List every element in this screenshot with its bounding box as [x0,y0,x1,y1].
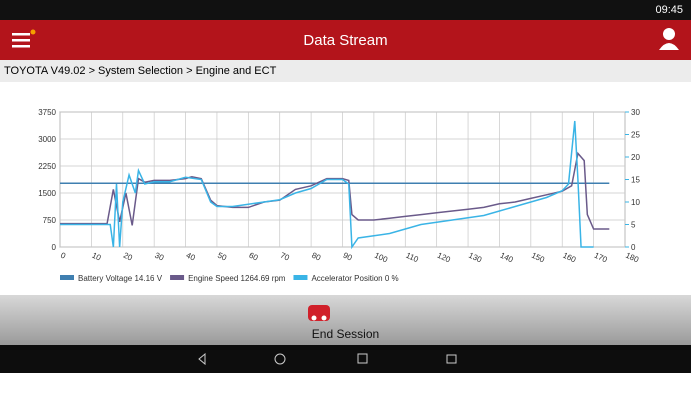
end-session-button[interactable]: End Session [0,327,691,341]
y2-tick-label: 25 [631,131,640,140]
x-tick-label: 130 [467,251,483,265]
x-tick-label: 80 [310,251,322,263]
x-tick-label: 30 [153,251,165,263]
x-tick-label: 140 [499,251,515,265]
x-tick-label: 170 [593,251,609,265]
end-session-icon[interactable] [305,301,335,325]
legend-label: Engine Speed 1264.69 rpm [188,274,286,283]
screen: 09:45 Data Stream TOYOTA V49.02 > System… [0,0,691,400]
legend-label: Accelerator Position 0 % [311,274,398,283]
x-tick-label: 10 [91,251,103,263]
y-tick-label: 3750 [38,108,56,117]
bottom-bar: End Session [0,295,691,345]
x-tick-label: 120 [436,251,452,265]
x-tick-label: 60 [247,251,259,263]
legend-swatch [293,275,307,280]
nav-icons [0,345,691,373]
y2-tick-label: 20 [631,153,640,162]
back-button[interactable] [199,354,205,364]
legend-label: Battery Voltage 14.16 V [78,274,163,283]
y-tick-label: 2250 [38,162,56,171]
x-tick-label: 160 [561,251,577,265]
x-tick-label: 100 [373,251,389,265]
x-tick-label: 40 [185,251,197,263]
y2-tick-label: 0 [631,243,636,252]
x-tick-label: 110 [404,251,420,265]
legend-swatch [60,275,74,280]
y-tick-label: 1500 [38,189,56,198]
x-tick-label: 20 [122,251,134,263]
recents-button[interactable] [358,354,367,363]
screenshot-button[interactable] [447,355,456,363]
y2-tick-label: 30 [631,108,640,117]
legend-swatch [170,275,184,280]
y-tick-label: 0 [52,243,57,252]
app-bar: Data Stream [0,20,691,60]
home-button[interactable] [275,354,285,364]
x-tick-label: 0 [59,251,67,261]
x-tick-label: 90 [342,251,354,263]
x-tick-label: 50 [216,251,228,263]
x-tick-label: 70 [279,251,291,263]
clock: 09:45 [655,4,683,16]
x-tick-label: 150 [530,251,546,265]
user-button[interactable] [657,26,681,50]
nav-bar [0,345,691,373]
status-bar: 09:45 [0,0,691,20]
x-tick-label: 180 [624,251,640,265]
app-title: Data Stream [0,32,691,49]
breadcrumb: TOYOTA V49.02 > System Selection > Engin… [0,60,691,82]
y-tick-label: 750 [43,216,57,225]
y2-tick-label: 5 [631,221,636,230]
y2-tick-label: 15 [631,176,640,185]
y2-tick-label: 10 [631,198,640,207]
y-tick-label: 3000 [38,135,56,144]
